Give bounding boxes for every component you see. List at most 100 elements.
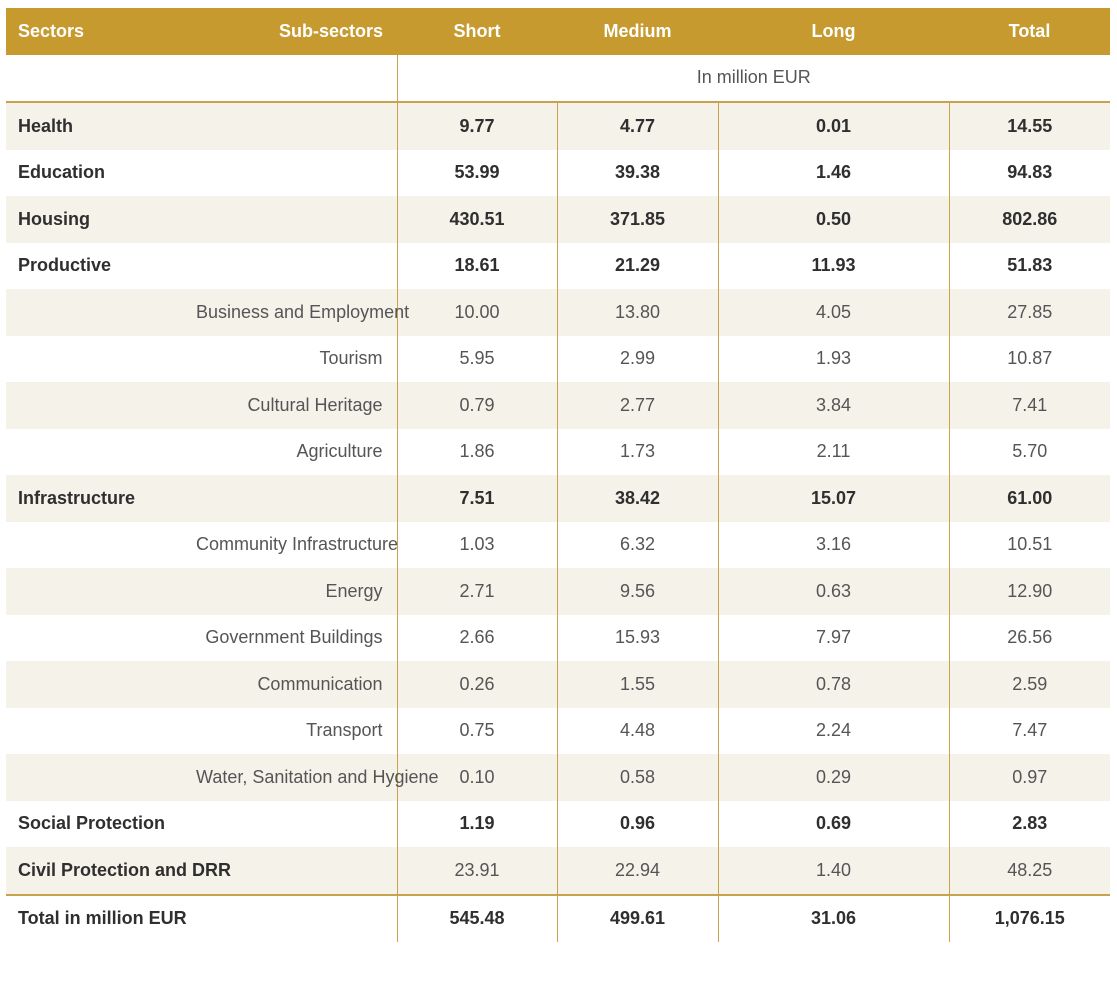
sector-cell: [6, 522, 196, 569]
sub-sector-cell: Business and Employment: [196, 289, 409, 336]
table-row: Housing 430.51 371.85 0.50 802.86: [6, 196, 1110, 243]
medium-cell: 1.73: [556, 428, 718, 475]
table-row: Communication 0.26 1.55 0.78 2.59: [6, 661, 1110, 708]
sector-cell: [6, 708, 196, 755]
short-cell: 5.95: [396, 335, 557, 382]
medium-cell: 13.80: [556, 289, 718, 336]
total-cell: 48.25: [948, 847, 1110, 895]
sub-sector-cell: [196, 475, 397, 522]
total-long: 31.06: [717, 893, 949, 942]
medium-cell: 21.29: [556, 242, 718, 289]
sector-cell: Civil Protection and DRR: [6, 847, 231, 895]
medium-cell: 38.42: [556, 475, 718, 522]
table-row: Health 9.77 4.77 0.01 14.55: [6, 101, 1110, 150]
total-cell: 51.83: [948, 242, 1110, 289]
sub-sector-cell: Agriculture: [296, 441, 383, 462]
sub-sector-cell: [196, 243, 397, 290]
total-medium: 499.61: [556, 893, 718, 942]
total-cell: 5.70: [948, 428, 1110, 475]
sector-cell: Productive: [18, 255, 112, 276]
medium-cell: 22.94: [556, 847, 718, 895]
short-cell: 0.79: [396, 382, 557, 429]
table-row: Community Infrastructure 1.03 6.32 3.16 10.5…: [6, 521, 1110, 569]
table-row: Business and Employment 10.00 13.80 4.05 27.…: [6, 289, 1110, 336]
unit-spacer: [6, 55, 196, 103]
sector-cell: [6, 289, 196, 336]
total-cell: 27.85: [948, 289, 1110, 336]
sub-sector-cell: [196, 847, 397, 895]
total-cell: 7.41: [948, 382, 1110, 429]
table-row: Government Buildings 2.66 15.93 7.97 26.56: [6, 614, 1110, 662]
table-row: Social Protection 1.19 0.96 0.69 2.83: [6, 800, 1110, 847]
short-cell: 7.51: [396, 475, 557, 522]
table-row: Water, Sanitation and Hygiene 0.10 0.58 0.2…: [6, 754, 1110, 801]
sector-cell: [6, 615, 196, 662]
short-cell: 53.99: [396, 149, 557, 196]
sub-sector-cell: [196, 101, 397, 150]
sector-cell: [6, 336, 196, 383]
total-total: 1,076.15: [948, 893, 1110, 942]
long-cell: 0.50: [717, 196, 949, 243]
total-cell: 14.55: [948, 101, 1110, 150]
short-cell: 1.19: [396, 800, 557, 847]
total-cell: 10.87: [948, 335, 1110, 382]
unit-label: In million EUR: [396, 54, 1110, 102]
medium-cell: 0.96: [556, 800, 718, 847]
total-cell: 26.56: [948, 614, 1110, 661]
sub-sector-cell: [196, 150, 397, 197]
medium-cell: 6.32: [556, 521, 718, 568]
sector-cell: Health: [6, 101, 196, 150]
medium-cell: 9.56: [556, 568, 718, 615]
long-cell: 3.16: [717, 521, 949, 568]
medium-cell: 4.48: [556, 707, 718, 754]
sector-cell: [6, 661, 196, 708]
medium-cell: 371.85: [556, 196, 718, 243]
total-cell: 2.59: [948, 661, 1110, 708]
sector-needs-table: Sectors Sub-sectors Short Medium Long To…: [6, 8, 1110, 942]
header-sub-sectors: Sub-sectors: [196, 8, 397, 55]
unit-row: In million EUR: [6, 54, 1110, 103]
sub-sector-cell: Tourism: [319, 348, 383, 369]
short-cell: 0.10: [396, 754, 557, 801]
sub-sector-cell: Water, Sanitation and Hygiene: [196, 754, 438, 801]
sector-cell: [6, 568, 196, 615]
short-cell: 23.91: [396, 847, 557, 895]
table-row: Education 53.99 39.38 1.46 94.83: [6, 149, 1110, 197]
table-row: Infrastructure 7.51 38.42 15.07 61.00: [6, 475, 1110, 522]
total-cell: 0.97: [948, 754, 1110, 801]
short-cell: 2.66: [396, 614, 557, 661]
sub-sector-cell: Cultural Heritage: [196, 382, 397, 429]
sector-cell: Education: [18, 162, 106, 183]
long-cell: 1.46: [717, 149, 949, 196]
short-cell: 10.00: [396, 289, 557, 336]
sector-cell: Infrastructure: [6, 475, 196, 522]
sub-sector-cell: Community Infrastructure: [196, 534, 399, 555]
total-cell: 10.51: [948, 521, 1110, 568]
unit-spacer: [196, 55, 397, 103]
medium-cell: 2.99: [556, 335, 718, 382]
long-cell: 2.11: [717, 428, 949, 475]
short-cell: 18.61: [396, 242, 557, 289]
short-cell: 1.03: [396, 521, 557, 568]
sector-cell: Social Protection: [18, 813, 166, 834]
table-row: Agriculture 1.86 1.73 2.11 5.70: [6, 428, 1110, 476]
short-cell: 430.51: [396, 196, 557, 243]
total-label: Total in million EUR: [6, 893, 196, 942]
total-short: 545.48: [396, 893, 557, 942]
sub-sector-cell: Energy: [196, 568, 397, 615]
table-row: Transport 0.75 4.48 2.24 7.47: [6, 707, 1110, 755]
header-total: Total: [949, 8, 1110, 55]
long-cell: 0.78: [717, 661, 949, 708]
header-short: Short: [397, 8, 557, 55]
table-row: Productive 18.61 21.29 11.93 51.83: [6, 242, 1110, 290]
sector-cell: [6, 429, 196, 476]
header-medium: Medium: [557, 8, 718, 55]
long-cell: 2.24: [717, 707, 949, 754]
table-row: Tourism 5.95 2.99 1.93 10.87: [6, 335, 1110, 383]
total-cell: 12.90: [948, 568, 1110, 615]
short-cell: 0.75: [396, 707, 557, 754]
total-cell: 2.83: [948, 800, 1110, 847]
short-cell: 2.71: [396, 568, 557, 615]
total-cell: 7.47: [948, 707, 1110, 754]
table-header-row: Sectors Sub-sectors Short Medium Long To…: [6, 8, 1110, 55]
